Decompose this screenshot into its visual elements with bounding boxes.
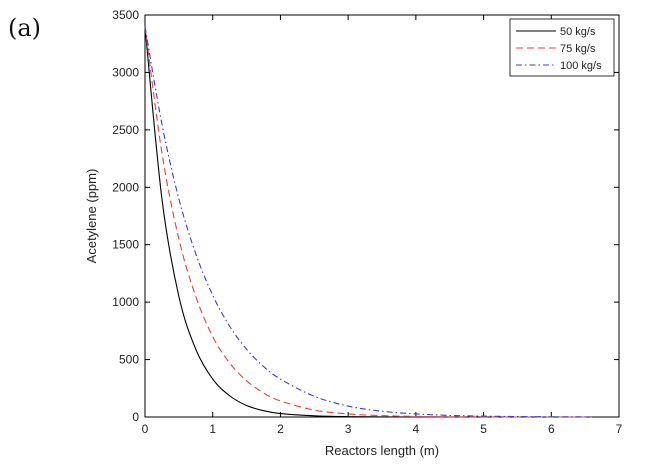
y-tick-label: 2500 — [112, 123, 139, 137]
plot-area: 0 1 2 3 4 5 6 7 0 500 1000 1500 2000 2500 3000 3500 — [112, 8, 622, 436]
legend-label: 50 kg/s — [560, 26, 596, 38]
legend: 50 kg/s 75 kg/s 100 kg/s — [509, 18, 615, 77]
series-line-1 — [144, 26, 592, 418]
panel-label: (a) — [8, 14, 42, 42]
y-tick-label: 3000 — [112, 65, 139, 79]
x-tick-label: 1 — [209, 422, 216, 436]
y-axis-title: Acetylene (ppm) — [84, 169, 99, 264]
x-tick-label: 2 — [277, 422, 284, 436]
x-tick-label: 3 — [345, 422, 352, 436]
x-tick-label: 7 — [616, 422, 623, 436]
x-tick-label: 6 — [548, 422, 555, 436]
y-tick-label: 2000 — [112, 180, 139, 194]
y-tick-label: 3500 — [112, 8, 139, 22]
x-tick-label: 0 — [142, 422, 149, 436]
y-tick-label: 1000 — [112, 295, 139, 309]
y-tick-label: 1500 — [112, 238, 139, 252]
legend-label: 75 kg/s — [560, 43, 596, 55]
x-tick-label: 5 — [480, 422, 487, 436]
y-tick-label: 500 — [119, 353, 139, 367]
series-line-3 — [144, 26, 592, 418]
x-tick-label: 4 — [413, 422, 420, 436]
y-tick-label: 0 — [132, 410, 139, 424]
x-axis-title: Reactors length (m) — [325, 443, 439, 458]
series-line-2 — [144, 26, 592, 418]
legend-label: 100 kg/s — [560, 60, 602, 72]
